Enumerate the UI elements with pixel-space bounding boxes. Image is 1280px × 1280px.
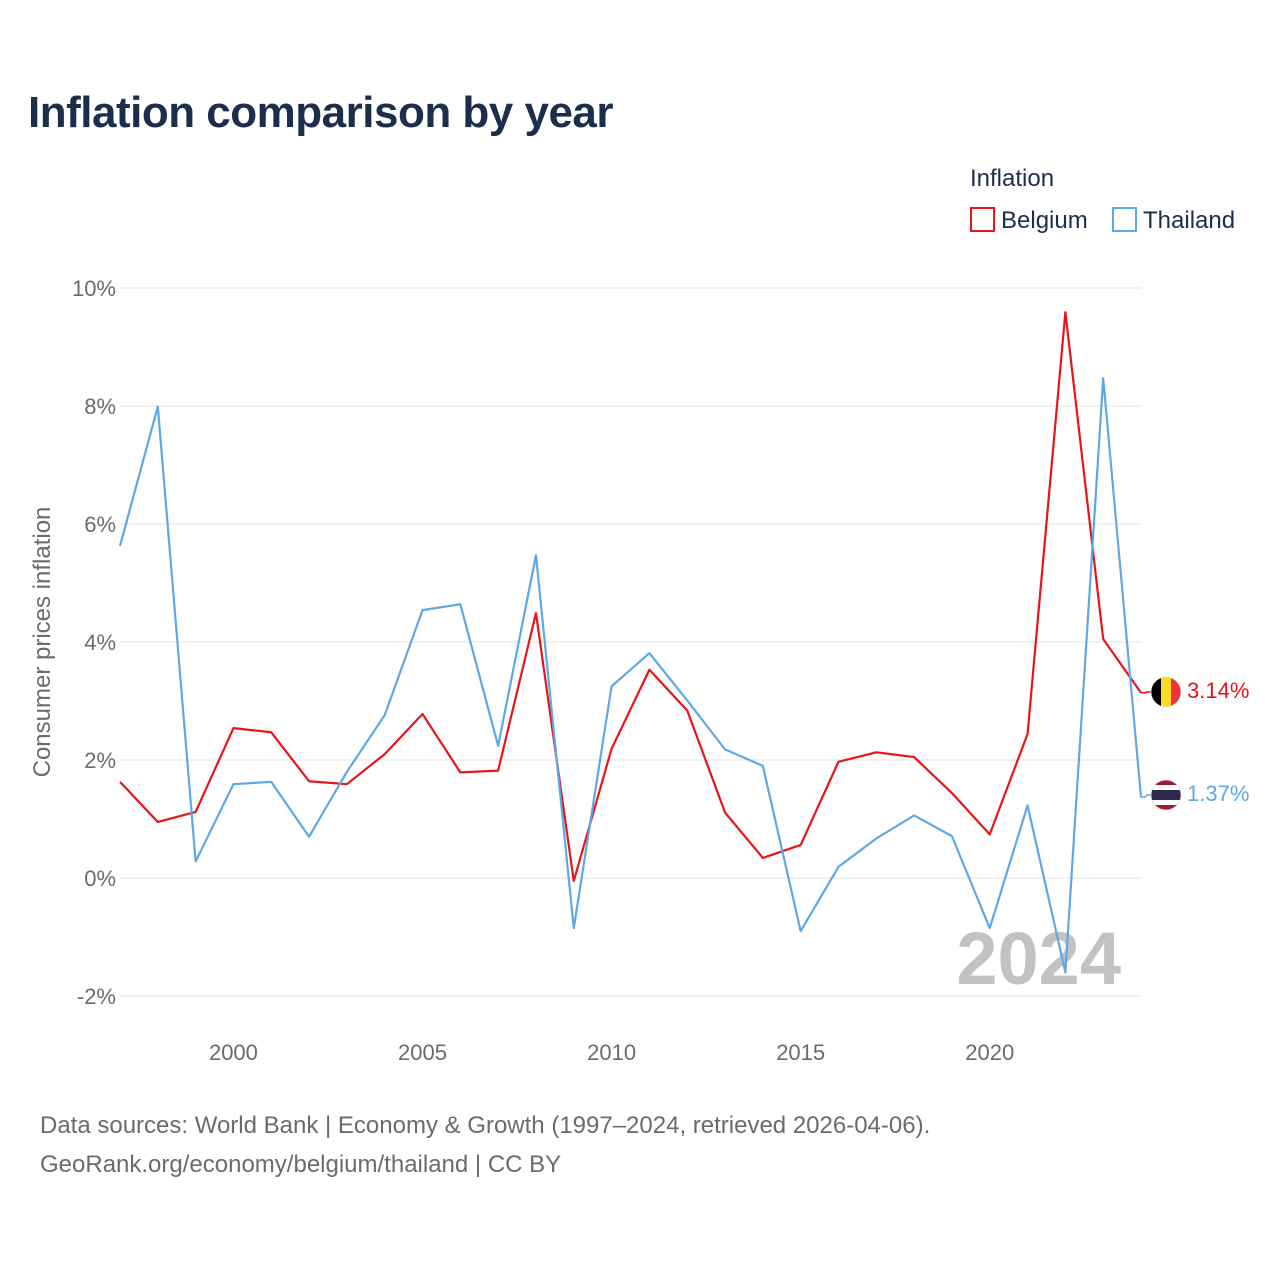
y-tick-label: -2% xyxy=(77,984,116,1009)
legend-label-belgium[interactable]: Belgium xyxy=(1001,207,1088,234)
y-tick-label: 4% xyxy=(84,630,116,655)
legend-title: Inflation xyxy=(970,165,1054,192)
x-tick-label: 2015 xyxy=(776,1040,825,1065)
thailand-flag-icon xyxy=(1151,780,1181,810)
legend-label-thailand[interactable]: Thailand xyxy=(1143,207,1235,234)
thailand-end-label: 1.37% xyxy=(1187,781,1249,806)
x-tick-label: 2020 xyxy=(965,1040,1014,1065)
attribution-link[interactable]: GeoRank.org/economy/belgium/thailand | C… xyxy=(40,1151,562,1178)
x-axis-ticks: 2000 2005 2010 2015 2020 xyxy=(209,1040,1014,1065)
year-watermark: 2024 xyxy=(956,917,1121,1000)
legend: Inflation Belgium Thailand xyxy=(970,165,1235,234)
series-line-belgium[interactable] xyxy=(119,311,1142,883)
y-tick-label: 10% xyxy=(72,276,116,301)
x-tick-label: 2005 xyxy=(398,1040,447,1065)
legend-swatch-thailand xyxy=(1112,207,1137,232)
belgium-end-connector xyxy=(1141,691,1151,694)
legend-swatch-belgium xyxy=(970,207,995,232)
y-tick-label: 8% xyxy=(84,394,116,419)
y-tick-label: 0% xyxy=(84,866,116,891)
x-tick-label: 2010 xyxy=(587,1040,636,1065)
gridlines xyxy=(120,287,1141,997)
belgium-flag-icon xyxy=(1151,677,1181,707)
x-tick-label: 2000 xyxy=(209,1040,258,1065)
series-line-thailand[interactable] xyxy=(118,377,1143,974)
footer: Data sources: World Bank | Economy & Gro… xyxy=(40,1106,930,1184)
chart-title: Inflation comparison by year xyxy=(28,88,614,137)
y-axis-ticks: -2% 0% 2% 4% 6% 8% 10% xyxy=(72,276,116,1009)
chart-svg: Inflation Belgium Thailand -2% 0% 2% 4% 6% 8%… xyxy=(29,165,1249,1065)
end-labels: 3.14% 1.37% xyxy=(1141,676,1249,811)
data-source-text: Data sources: World Bank | Economy & Gro… xyxy=(40,1112,931,1139)
y-tick-label: 6% xyxy=(84,512,116,537)
thailand-end-connector xyxy=(1141,794,1151,798)
belgium-end-label: 3.14% xyxy=(1187,678,1249,703)
y-axis-label: Consumer prices inflation xyxy=(29,507,56,778)
series-lines xyxy=(118,311,1143,974)
y-tick-label: 2% xyxy=(84,748,116,773)
